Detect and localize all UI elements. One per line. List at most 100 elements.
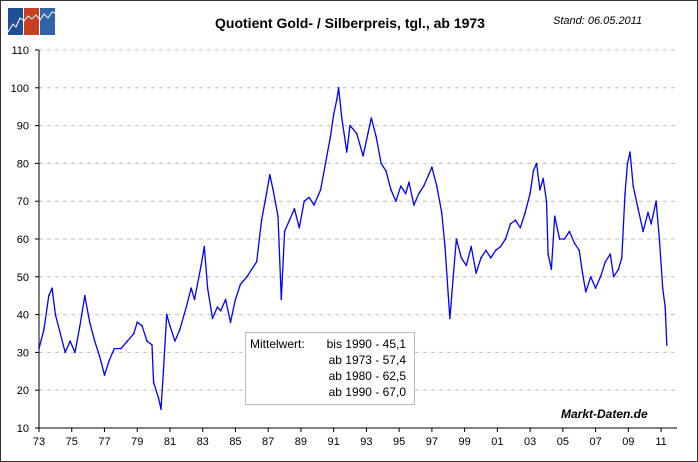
x-tick-label: 77 [98, 436, 110, 448]
data-point [395, 200, 397, 202]
data-point [126, 340, 129, 342]
legend-row: ab 1973 - 57,4 [328, 353, 406, 367]
x-tick-label: 93 [360, 436, 372, 448]
x-tick-label: 79 [131, 436, 143, 448]
data-point [174, 340, 176, 342]
data-point [404, 192, 407, 195]
data-point [151, 344, 153, 346]
data-point [480, 257, 482, 259]
data-point [277, 215, 279, 218]
data-point [206, 287, 209, 289]
data-point [69, 340, 71, 342]
data-point [609, 253, 612, 255]
data-point [74, 351, 76, 354]
data-point [169, 325, 171, 327]
legend-row: ab 1990 - 67,0 [328, 385, 406, 399]
mean-values-box: Mittelwert: bis 1990 - 45,1 ab 1973 - 57… [245, 332, 415, 405]
data-point [380, 162, 382, 165]
x-tick-label: 91 [328, 436, 340, 448]
data-point [449, 317, 451, 320]
data-point [553, 215, 556, 218]
y-tick-label: 100 [11, 83, 29, 95]
data-point [136, 321, 139, 323]
data-point [283, 230, 286, 233]
x-tick-label: 89 [295, 436, 307, 448]
x-tick-label: 75 [66, 436, 78, 448]
data-point [219, 310, 222, 312]
data-point [324, 162, 327, 165]
data-point [452, 276, 454, 278]
data-point [265, 192, 268, 195]
data-point [288, 219, 291, 221]
data-point [647, 211, 649, 214]
data-point [216, 306, 219, 308]
data-point [447, 294, 450, 297]
data-point [141, 325, 143, 327]
data-point [178, 328, 181, 331]
data-point [193, 298, 196, 301]
data-point [337, 87, 340, 89]
data-point [612, 276, 615, 278]
data-point [385, 170, 387, 172]
data-point [594, 287, 597, 289]
data-point [103, 374, 106, 376]
data-point [550, 268, 553, 271]
logo-tile-blue [8, 8, 23, 35]
x-tick-label: 81 [164, 436, 176, 448]
data-point [650, 223, 653, 225]
data-point [444, 245, 446, 248]
y-tick-label: 30 [17, 347, 29, 359]
data-point [229, 321, 232, 323]
data-point [558, 238, 561, 240]
data-point [298, 226, 301, 229]
y-tick-label: 10 [17, 423, 29, 435]
data-point [642, 230, 644, 233]
stand-date: Stand: 06.05.2011 [553, 15, 643, 27]
x-tick-label: 01 [491, 436, 503, 448]
data-point [146, 340, 148, 342]
data-point [529, 192, 531, 195]
logo-zigzag [7, 11, 56, 33]
x-tick-label: 97 [426, 436, 438, 448]
y-tick-label: 110 [11, 45, 29, 57]
x-tick-label: 11 [655, 436, 666, 448]
data-point [157, 396, 160, 399]
data-point [200, 264, 202, 267]
data-point [64, 351, 66, 354]
x-tick-label: 95 [393, 436, 405, 448]
legend-label: Mittelwert: [250, 337, 305, 351]
x-tick-label: 83 [197, 436, 209, 448]
data-point [332, 113, 335, 116]
data-point [485, 249, 487, 252]
data-point [399, 185, 402, 187]
data-point [313, 204, 315, 206]
markt-daten-logo [7, 8, 56, 35]
data-point [272, 189, 274, 191]
data-point [84, 294, 86, 297]
data-point [629, 151, 631, 153]
x-tick-label: 07 [589, 436, 601, 448]
data-point [165, 313, 168, 316]
x-tick-label: 03 [524, 436, 536, 448]
data-point [563, 238, 566, 240]
data-point [408, 181, 410, 184]
data-point [431, 166, 433, 168]
y-tick-label: 50 [17, 272, 29, 284]
data-point [475, 272, 477, 274]
data-point [413, 204, 415, 206]
data-point [499, 245, 502, 248]
data-point [211, 317, 214, 320]
y-tick-label: 20 [17, 385, 29, 397]
data-point [465, 264, 468, 267]
legend-row: ab 1980 - 62,5 [328, 369, 406, 383]
data-point [370, 117, 373, 119]
data-point [255, 260, 258, 263]
data-point [427, 173, 430, 176]
data-point [509, 223, 512, 225]
data-point [341, 117, 343, 119]
x-tick-label: 85 [229, 436, 241, 448]
data-point [98, 355, 101, 357]
data-point [280, 298, 283, 301]
data-point [269, 173, 271, 176]
